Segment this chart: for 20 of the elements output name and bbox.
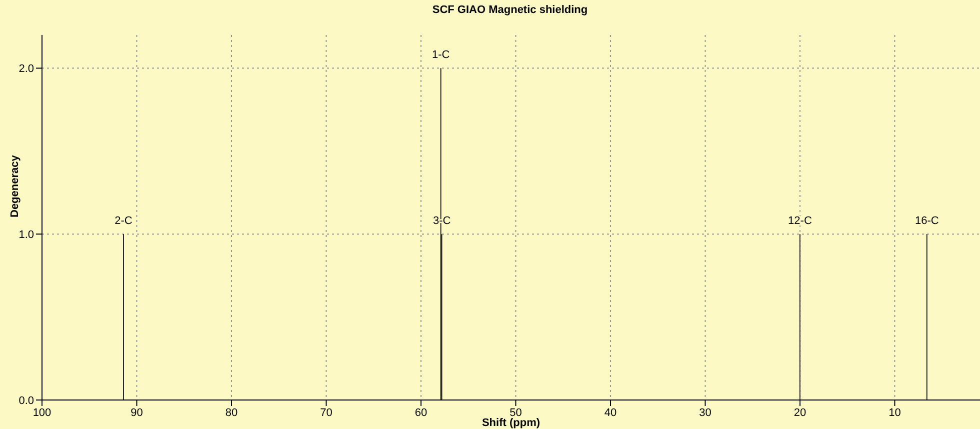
annotation: 12-C [788, 215, 812, 228]
x-tick-label: 10 [888, 406, 901, 419]
annotation: 16-C [915, 215, 939, 228]
x-axis-title: Shift (ppm) [482, 417, 540, 429]
x-tick-label: 40 [604, 406, 617, 419]
x-tick-label: 90 [130, 406, 143, 419]
y-axis-title: Degeneracy [8, 154, 21, 218]
x-tick-label: 80 [225, 406, 238, 419]
x-tick-label: 20 [794, 406, 806, 419]
x-tick-label: 70 [320, 406, 332, 419]
chart-title: SCF GIAO Magnetic shielding [431, 4, 589, 16]
x-tick-label: 50 [510, 406, 522, 419]
x-tick-label: 60 [414, 406, 428, 419]
x-tick-label: 100 [32, 406, 52, 419]
y-tick-label: 1.0 [18, 228, 34, 241]
annotation: 2-C [114, 215, 132, 228]
annotation: 1-C [432, 49, 450, 62]
x-tick-label: 30 [699, 406, 712, 419]
y-tick-label: 0.0 [18, 394, 34, 407]
y-tick-label: 2.0 [18, 63, 34, 76]
